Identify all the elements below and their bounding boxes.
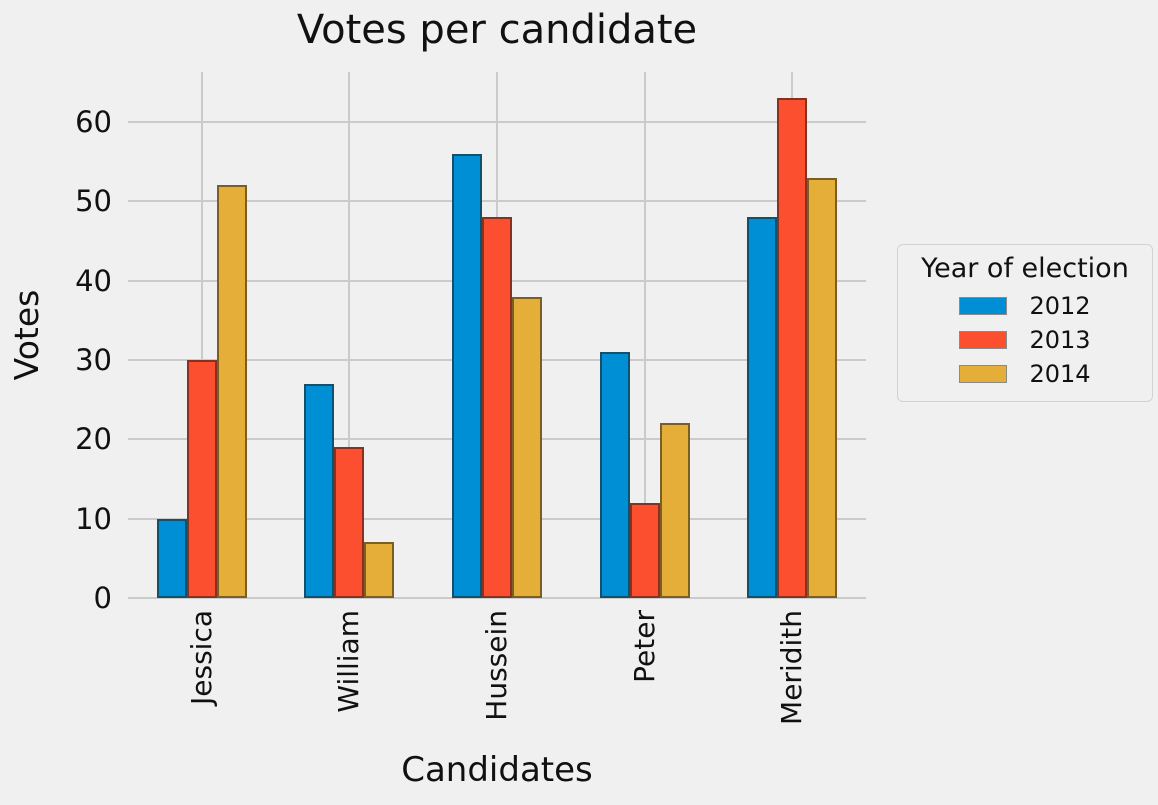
bar-2014-hussein <box>512 296 542 598</box>
bar-2012-william <box>304 383 335 598</box>
gridline-y-0 <box>128 597 866 599</box>
x-tick-hussein: Hussein <box>480 610 513 721</box>
x-tick-meridith: Meridith <box>775 610 809 725</box>
bar-2012-hussein <box>452 153 482 598</box>
legend-entry-2013: 2013 <box>906 325 1144 355</box>
y-tick-60: 60 <box>75 104 112 139</box>
legend-swatch-2014 <box>959 365 1008 383</box>
bar-2014-meridith <box>807 177 838 598</box>
y-tick-20: 20 <box>75 422 112 457</box>
gridline-x-william <box>348 72 351 598</box>
bar-2012-meridith <box>747 217 778 598</box>
bar-2012-peter <box>599 352 630 598</box>
y-tick-50: 50 <box>75 184 112 219</box>
legend-entry-2014: 2014 <box>906 359 1144 389</box>
y-tick-0: 0 <box>93 581 112 615</box>
legend-label-2014: 2014 <box>1029 360 1091 388</box>
legend: Year of election 2012 2013 2014 <box>897 244 1153 402</box>
gridline-x-jessica <box>200 72 203 598</box>
bar-2013-william <box>334 447 365 598</box>
bar-2013-hussein <box>482 217 512 598</box>
bar-2014-jessica <box>216 185 247 598</box>
gridline-x-peter <box>643 72 646 598</box>
bar-2012-jessica <box>156 518 187 598</box>
legend-items: 2012 2013 2014 <box>906 291 1144 389</box>
bar-2014-william <box>364 542 395 598</box>
x-tick-jessica: Jessica <box>184 610 218 705</box>
plot-area <box>128 72 866 599</box>
y-tick-30: 30 <box>75 342 112 377</box>
x-axis-label: Candidates <box>401 750 593 790</box>
y-tick-10: 10 <box>75 501 112 536</box>
x-tick-peter: Peter <box>627 610 661 683</box>
bar-2013-jessica <box>186 360 217 598</box>
legend-title: Year of election <box>921 253 1129 284</box>
chart-title: Votes per candidate <box>296 7 698 53</box>
bar-2013-peter <box>629 502 660 598</box>
legend-swatch-2013 <box>959 331 1008 349</box>
legend-swatch-2012 <box>959 297 1008 315</box>
x-tick-william: William <box>332 610 366 713</box>
bar-2014-peter <box>659 423 690 598</box>
legend-entry-2012: 2012 <box>906 291 1144 321</box>
legend-label-2013: 2013 <box>1029 326 1091 354</box>
bar-2013-meridith <box>777 98 808 598</box>
legend-label-2012: 2012 <box>1029 292 1091 320</box>
y-tick-40: 40 <box>75 263 112 298</box>
